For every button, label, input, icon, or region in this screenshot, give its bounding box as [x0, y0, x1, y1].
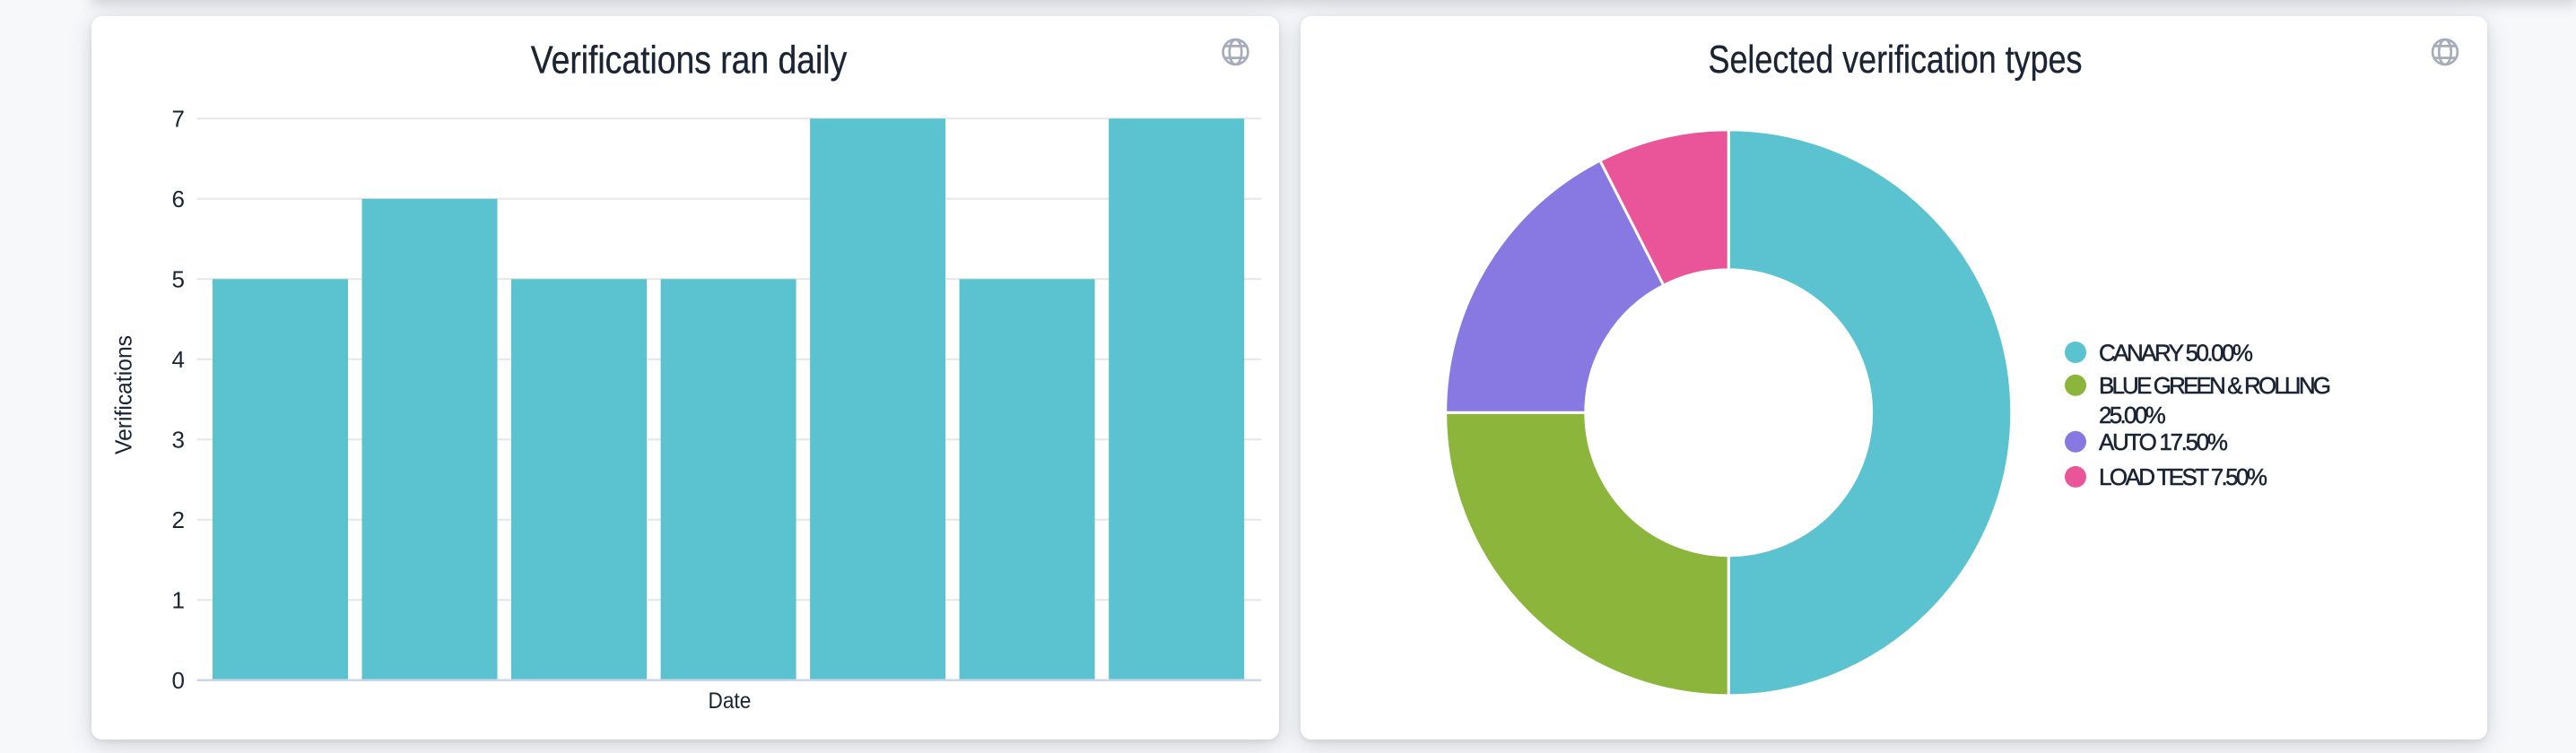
svg-text:5: 5: [172, 266, 185, 293]
svg-text:Selected verification types: Selected verification types: [1709, 38, 2083, 82]
svg-text:BLUE GREEN & ROLLING: BLUE GREEN & ROLLING: [2099, 372, 2331, 399]
svg-text:6: 6: [172, 186, 185, 212]
svg-text:4: 4: [172, 346, 185, 373]
svg-text:3: 3: [172, 427, 185, 454]
svg-text:1: 1: [172, 587, 185, 614]
svg-text:0: 0: [172, 667, 185, 694]
svg-text:Date: Date: [709, 688, 752, 714]
svg-text:25.00%: 25.00%: [2099, 402, 2166, 428]
svg-text:CANARY 50.00%: CANARY 50.00%: [2099, 339, 2253, 366]
svg-text:2: 2: [172, 506, 185, 533]
svg-text:7: 7: [172, 106, 185, 133]
svg-text:Verifications: Verifications: [110, 335, 137, 454]
svg-text:AUTO 17.50%: AUTO 17.50%: [2099, 428, 2228, 455]
svg-text:Verifications ran daily: Verifications ran daily: [531, 39, 848, 82]
svg-text:LOAD TEST 7.50%: LOAD TEST 7.50%: [2099, 463, 2267, 490]
